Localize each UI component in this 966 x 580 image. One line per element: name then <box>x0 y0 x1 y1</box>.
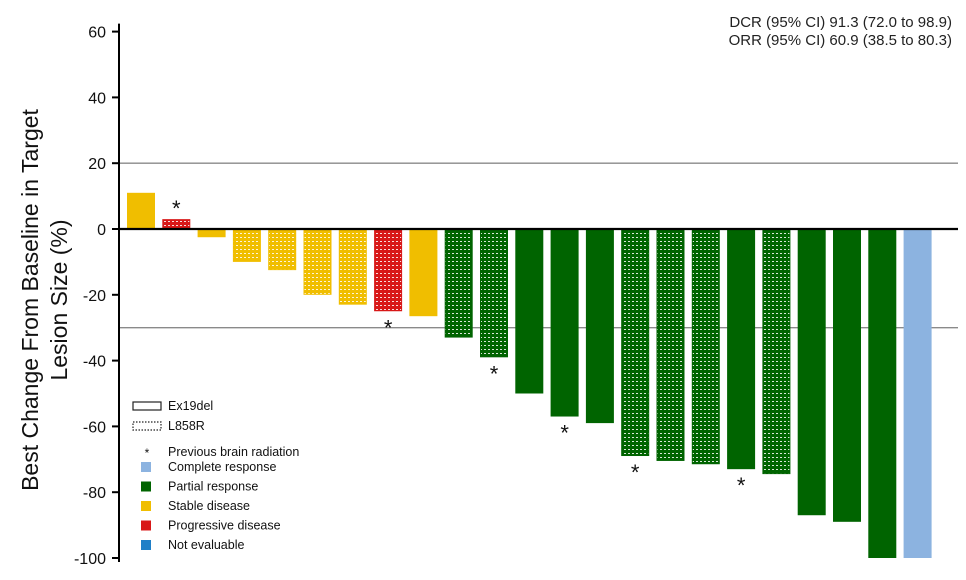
bar-2-dotted-overlay <box>163 220 190 228</box>
legend-swatch-ne <box>141 540 151 550</box>
bar-9 <box>409 229 438 317</box>
legend-label-brain-radiation: Previous brain radiation <box>168 445 299 459</box>
y-tick-label: 20 <box>88 156 106 173</box>
legend-swatch-sd <box>141 501 151 511</box>
bar-4-dotted-overlay <box>233 230 260 261</box>
legend-label-ex19del: Ex19del <box>168 399 213 413</box>
bar-7-dotted-overlay <box>339 230 366 304</box>
bar-17-dotted-overlay <box>692 230 719 464</box>
bar-22 <box>868 229 897 558</box>
bar-14 <box>585 229 614 424</box>
brain-radiation-marker-15: * <box>631 460 640 485</box>
legend-swatch-l858r <box>132 421 162 431</box>
bar-1 <box>127 192 155 229</box>
legend-marker-symbol: * <box>145 446 150 460</box>
bar-11-dotted-overlay <box>481 230 507 357</box>
y-tick-label: -100 <box>74 551 106 568</box>
y-tick-label: 40 <box>88 90 106 107</box>
bar-16-dotted-overlay <box>657 230 684 460</box>
legend-swatch-pd <box>141 520 151 531</box>
brain-radiation-marker-18: * <box>737 473 746 498</box>
legend-label-sd: Stable disease <box>168 499 250 513</box>
y-tick-label: -80 <box>83 485 106 502</box>
bar-19-dotted-overlay <box>763 230 790 474</box>
legend-label-pr: Partial response <box>168 480 258 494</box>
legend-label-l858r: L858R <box>168 419 205 433</box>
y-axis-title-line-2: Lesion Size (%) <box>46 219 72 380</box>
y-axis-title: Best Change From Baseline in Target Lesio… <box>17 108 72 490</box>
bar-8-dotted-overlay <box>375 230 402 311</box>
brain-radiation-marker-2: * <box>172 196 181 221</box>
orr-stat: ORR (95% CI) 60.9 (38.5 to 80.3) <box>728 32 952 49</box>
bar-20 <box>797 229 826 516</box>
y-tick-label: -60 <box>83 419 106 436</box>
bar-23 <box>903 229 932 558</box>
legend-swatch-cr <box>141 462 151 472</box>
brain-radiation-marker-13: * <box>560 421 569 446</box>
y-tick-label: -20 <box>83 288 106 305</box>
y-tick-label: -40 <box>83 354 106 371</box>
bar-6-dotted-overlay <box>304 230 331 294</box>
bar-21 <box>833 229 861 522</box>
y-tick-label: 0 <box>97 222 106 239</box>
y-tick-label: 60 <box>88 25 106 42</box>
legend-swatch-ex19del <box>132 401 162 411</box>
y-axis-title-line-1: Best Change From Baseline in Target <box>17 108 43 490</box>
bar-18 <box>727 229 756 470</box>
bar-15-dotted-overlay <box>622 230 649 456</box>
bar-5-dotted-overlay <box>269 230 296 270</box>
dcr-stat: DCR (95% CI) 91.3 (72.0 to 98.9) <box>729 14 952 31</box>
legend-swatch-pr <box>141 481 151 492</box>
legend-label-ne: Not evaluable <box>168 538 244 552</box>
bar-3 <box>197 229 226 238</box>
legend-label-pd: Progressive disease <box>168 519 281 533</box>
brain-radiation-marker-11: * <box>490 361 499 386</box>
bar-13 <box>550 229 579 417</box>
bar-10-dotted-overlay <box>445 230 472 337</box>
bar-12 <box>515 229 544 394</box>
brain-radiation-marker-8: * <box>384 315 393 340</box>
legend-label-cr: Complete response <box>168 460 276 474</box>
